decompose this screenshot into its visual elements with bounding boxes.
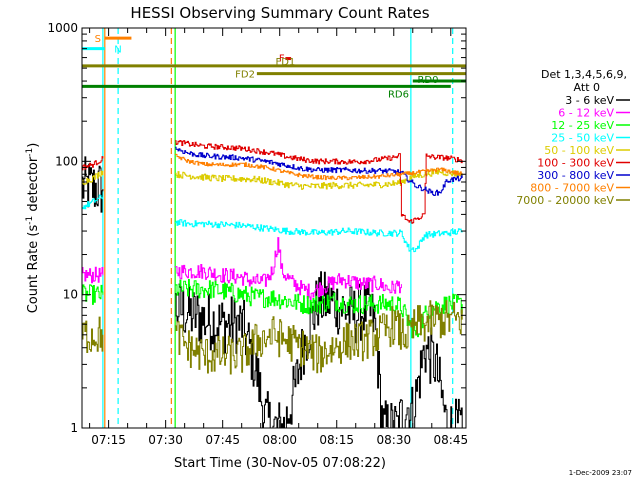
series-line <box>175 146 463 196</box>
series-line <box>175 168 463 190</box>
flag-bar-label: FD1 <box>275 57 295 68</box>
series-line <box>175 300 463 375</box>
series-line <box>175 219 463 253</box>
x-tick-label: 07:45 <box>205 433 240 447</box>
legend-entry-label: 3 - 6 keV <box>565 94 614 107</box>
series-line <box>82 316 104 353</box>
x-tick-label: 08:00 <box>262 433 297 447</box>
flag-bar-label: FD2 <box>235 70 255 81</box>
flag-bar-label: RD0 <box>417 75 438 86</box>
x-tick-label: 07:15 <box>91 433 126 447</box>
series-line <box>82 170 104 185</box>
plot-area <box>82 28 466 428</box>
y-axis-label: Count Rate (s-1 detector-1) <box>25 143 41 314</box>
series-line <box>82 194 104 210</box>
series-line <box>82 156 104 213</box>
generation-timestamp: 1-Dec-2009 23:07 <box>569 469 632 477</box>
y-axis-label-exponent: -1 <box>25 148 35 157</box>
x-axis-label: Start Time (30-Nov-05 07:08:22) <box>174 456 386 471</box>
x-tick-label: 08:30 <box>377 433 412 447</box>
legend-entry-label: 25 - 50 keV <box>551 132 614 145</box>
legend-entry-label: 100 - 300 keV <box>537 157 614 170</box>
series-line <box>82 284 104 305</box>
y-tick-label: 10 <box>63 288 78 302</box>
y-tick-label: 1000 <box>47 21 78 35</box>
flag-bar-label: RD6 <box>388 89 409 100</box>
chart-title: HESSI Observing Summary Count Rates <box>130 4 429 22</box>
series-line <box>175 140 463 224</box>
series-line <box>175 237 402 301</box>
legend-header-line1: Det 1,3,4,5,6,9, <box>541 68 627 81</box>
flag-bar-label: N <box>114 45 121 56</box>
y-tick-label: 100 <box>55 154 78 168</box>
y-axis-label-part: ) <box>26 143 41 148</box>
x-tick-label: 07:30 <box>148 433 183 447</box>
legend-entry-label: 6 - 12 keV <box>558 107 614 120</box>
series-line <box>82 156 104 171</box>
legend-entry-label: 50 - 100 keV <box>544 144 614 157</box>
legend-entry-label: 7000 - 20000 keV <box>516 194 614 207</box>
series-line <box>82 266 104 284</box>
flag-bar-label: S <box>95 34 101 45</box>
plot-frame <box>81 27 467 429</box>
y-tick-label: 1 <box>70 421 78 435</box>
x-tick-label: 08:15 <box>319 433 354 447</box>
y-axis-label-part: detector <box>26 156 41 216</box>
x-tick-label: 08:45 <box>434 433 469 447</box>
legend-entry-label: 800 - 7000 keV <box>530 182 614 195</box>
series-line <box>175 153 463 181</box>
legend-entry-label: 12 - 25 keV <box>551 119 614 132</box>
legend-entry-label: 300 - 800 keV <box>537 169 614 182</box>
y-axis-label-part: Count Rate (s <box>26 225 41 314</box>
flag-bar-label: F <box>279 54 285 65</box>
legend-header-line2: Att 0 <box>574 81 600 94</box>
y-axis-label-exponent: -1 <box>25 216 35 225</box>
